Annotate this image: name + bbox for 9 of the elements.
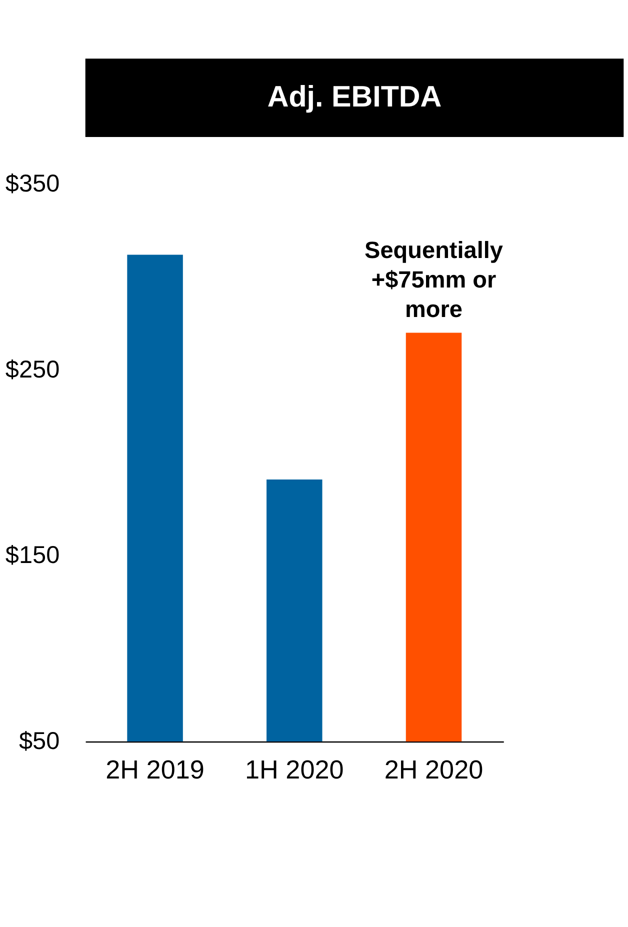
chart-title: Adj. EBITDA [267, 80, 442, 114]
annotation: Sequentially +$75mm or more [364, 236, 503, 322]
x-tick-label: 2H 2020 [384, 754, 484, 785]
y-tick-label: $250 [5, 356, 60, 384]
y-tick-label: $150 [5, 542, 60, 570]
y-tick-label: $50 [18, 728, 60, 755]
x-tick-label: 2H 2019 [106, 754, 204, 785]
y-tick-label: $350 [5, 170, 60, 198]
x-tick-label: 1H 2020 [245, 754, 344, 785]
